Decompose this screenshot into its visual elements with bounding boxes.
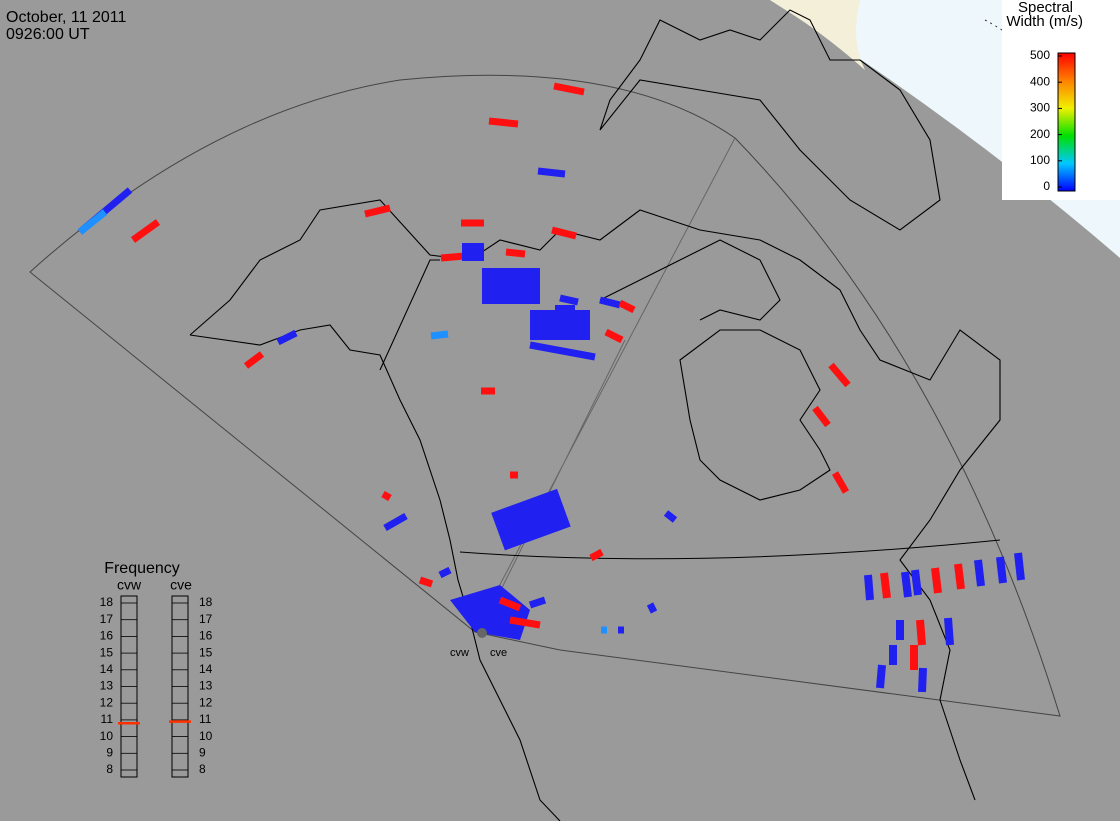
frequency-tick-label: 8 [199,762,206,776]
frequency-tick-label: 16 [199,629,213,643]
colorbar [1057,52,1076,192]
frequency-tick-label: 9 [199,745,206,759]
polar-land [770,0,865,70]
frequency-tick-label: 18 [199,595,213,609]
radar-name: cvw [117,577,142,593]
coastline [189,199,1001,821]
frequency-title: Frequency [104,560,180,577]
frequency-tick-label: 10 [100,729,114,743]
colorbar-title: Spectral [1018,0,1073,16]
colorbar-tick-label: 200 [1030,127,1050,141]
frequency-tick-label: 12 [199,695,213,709]
coastline [379,239,781,371]
beam-lines [474,137,736,633]
frequency-tick-label: 17 [100,612,114,626]
frequency-tick-label: 8 [106,762,113,776]
border [459,539,1001,560]
frequency-tick-label: 13 [100,679,114,693]
frequency-tick-label: 16 [100,629,114,643]
frequency-tick-label: 13 [199,679,213,693]
frequency-tick-label: 14 [199,662,213,676]
frequency-tick-label: 11 [199,712,212,726]
frequency-tick-label: 17 [199,612,213,626]
radar-name: cve [170,577,192,593]
frequency-tick-label: 18 [100,595,114,609]
echoes [77,82,1025,693]
frequency-tick-label: 15 [100,645,114,659]
radar-site [477,628,487,638]
frequency-tick-label: 11 [101,712,114,726]
radar-label: cvw [450,647,469,659]
colorbar-tick-label: 100 [1030,153,1050,167]
colorbar-title: Width (m/s) [1006,13,1083,30]
time-label: 0926:00 UT [6,26,90,43]
coastline [679,329,831,501]
frequency-tick-label: 9 [106,745,113,759]
frequency-tick-label: 10 [199,729,213,743]
fov-outline [29,74,1061,717]
frequency-tick-label: 15 [199,645,213,659]
frequency-tick-label: 12 [100,695,114,709]
colorbar-tick-label: 300 [1030,101,1050,115]
colorbar-tick-label: 400 [1030,74,1050,88]
colorbar-tick-label: 500 [1030,48,1050,62]
radar-label: cve [490,647,507,659]
coastline [599,9,941,231]
date-label: October, 11 2011 [6,9,126,26]
frequency-tick-label: 14 [100,662,114,676]
colorbar-tick-label: 0 [1043,179,1050,193]
